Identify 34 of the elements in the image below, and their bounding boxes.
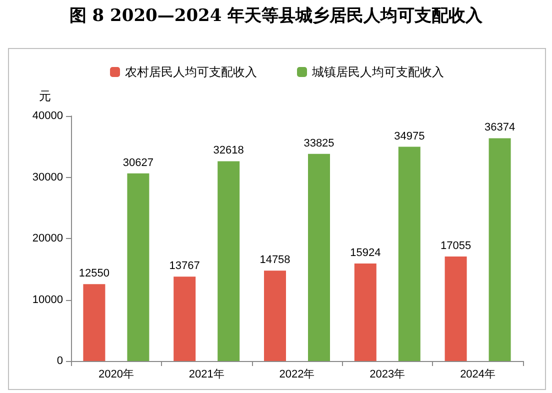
bar <box>354 263 376 361</box>
bar <box>127 173 150 361</box>
bar <box>398 146 420 361</box>
y-tick-label: 20000 <box>32 232 63 244</box>
y-tick-label: 40000 <box>32 110 63 122</box>
x-tick-label: 2023年 <box>370 368 406 380</box>
x-tick-label: 2024年 <box>460 368 496 380</box>
data-label: 12550 <box>78 268 110 280</box>
data-label: 14758 <box>260 254 290 266</box>
y-tick-label: 10000 <box>32 294 63 306</box>
data-label: 15924 <box>350 246 381 259</box>
bar <box>83 284 106 361</box>
data-label: 30627 <box>122 156 154 169</box>
data-label: 13767 <box>169 260 200 272</box>
bar <box>218 161 240 361</box>
data-label: 36374 <box>484 122 516 134</box>
data-label: 32618 <box>213 144 244 157</box>
data-label: 17055 <box>440 240 472 252</box>
x-tick-label: 2021年 <box>188 368 224 380</box>
data-label: 33825 <box>304 137 334 150</box>
chart-title: 图 8 2020—2024 年天等县城乡居民人均可支配收入 <box>68 5 484 27</box>
y-axis-title: 元 <box>39 89 51 103</box>
bar <box>488 138 511 361</box>
bar <box>308 154 330 361</box>
bar <box>174 276 196 361</box>
bar <box>444 256 467 361</box>
y-tick-label: 0 <box>56 355 63 367</box>
data-label: 34975 <box>394 130 425 142</box>
legend-label: 农村居民人均可支配收入 <box>125 65 257 79</box>
bar <box>264 270 286 361</box>
x-tick-label: 2022年 <box>279 368 315 380</box>
y-tick-label: 30000 <box>32 171 63 184</box>
legend-label: 城镇居民人均可支配收入 <box>311 65 444 79</box>
x-tick-label: 2020年 <box>98 368 134 380</box>
